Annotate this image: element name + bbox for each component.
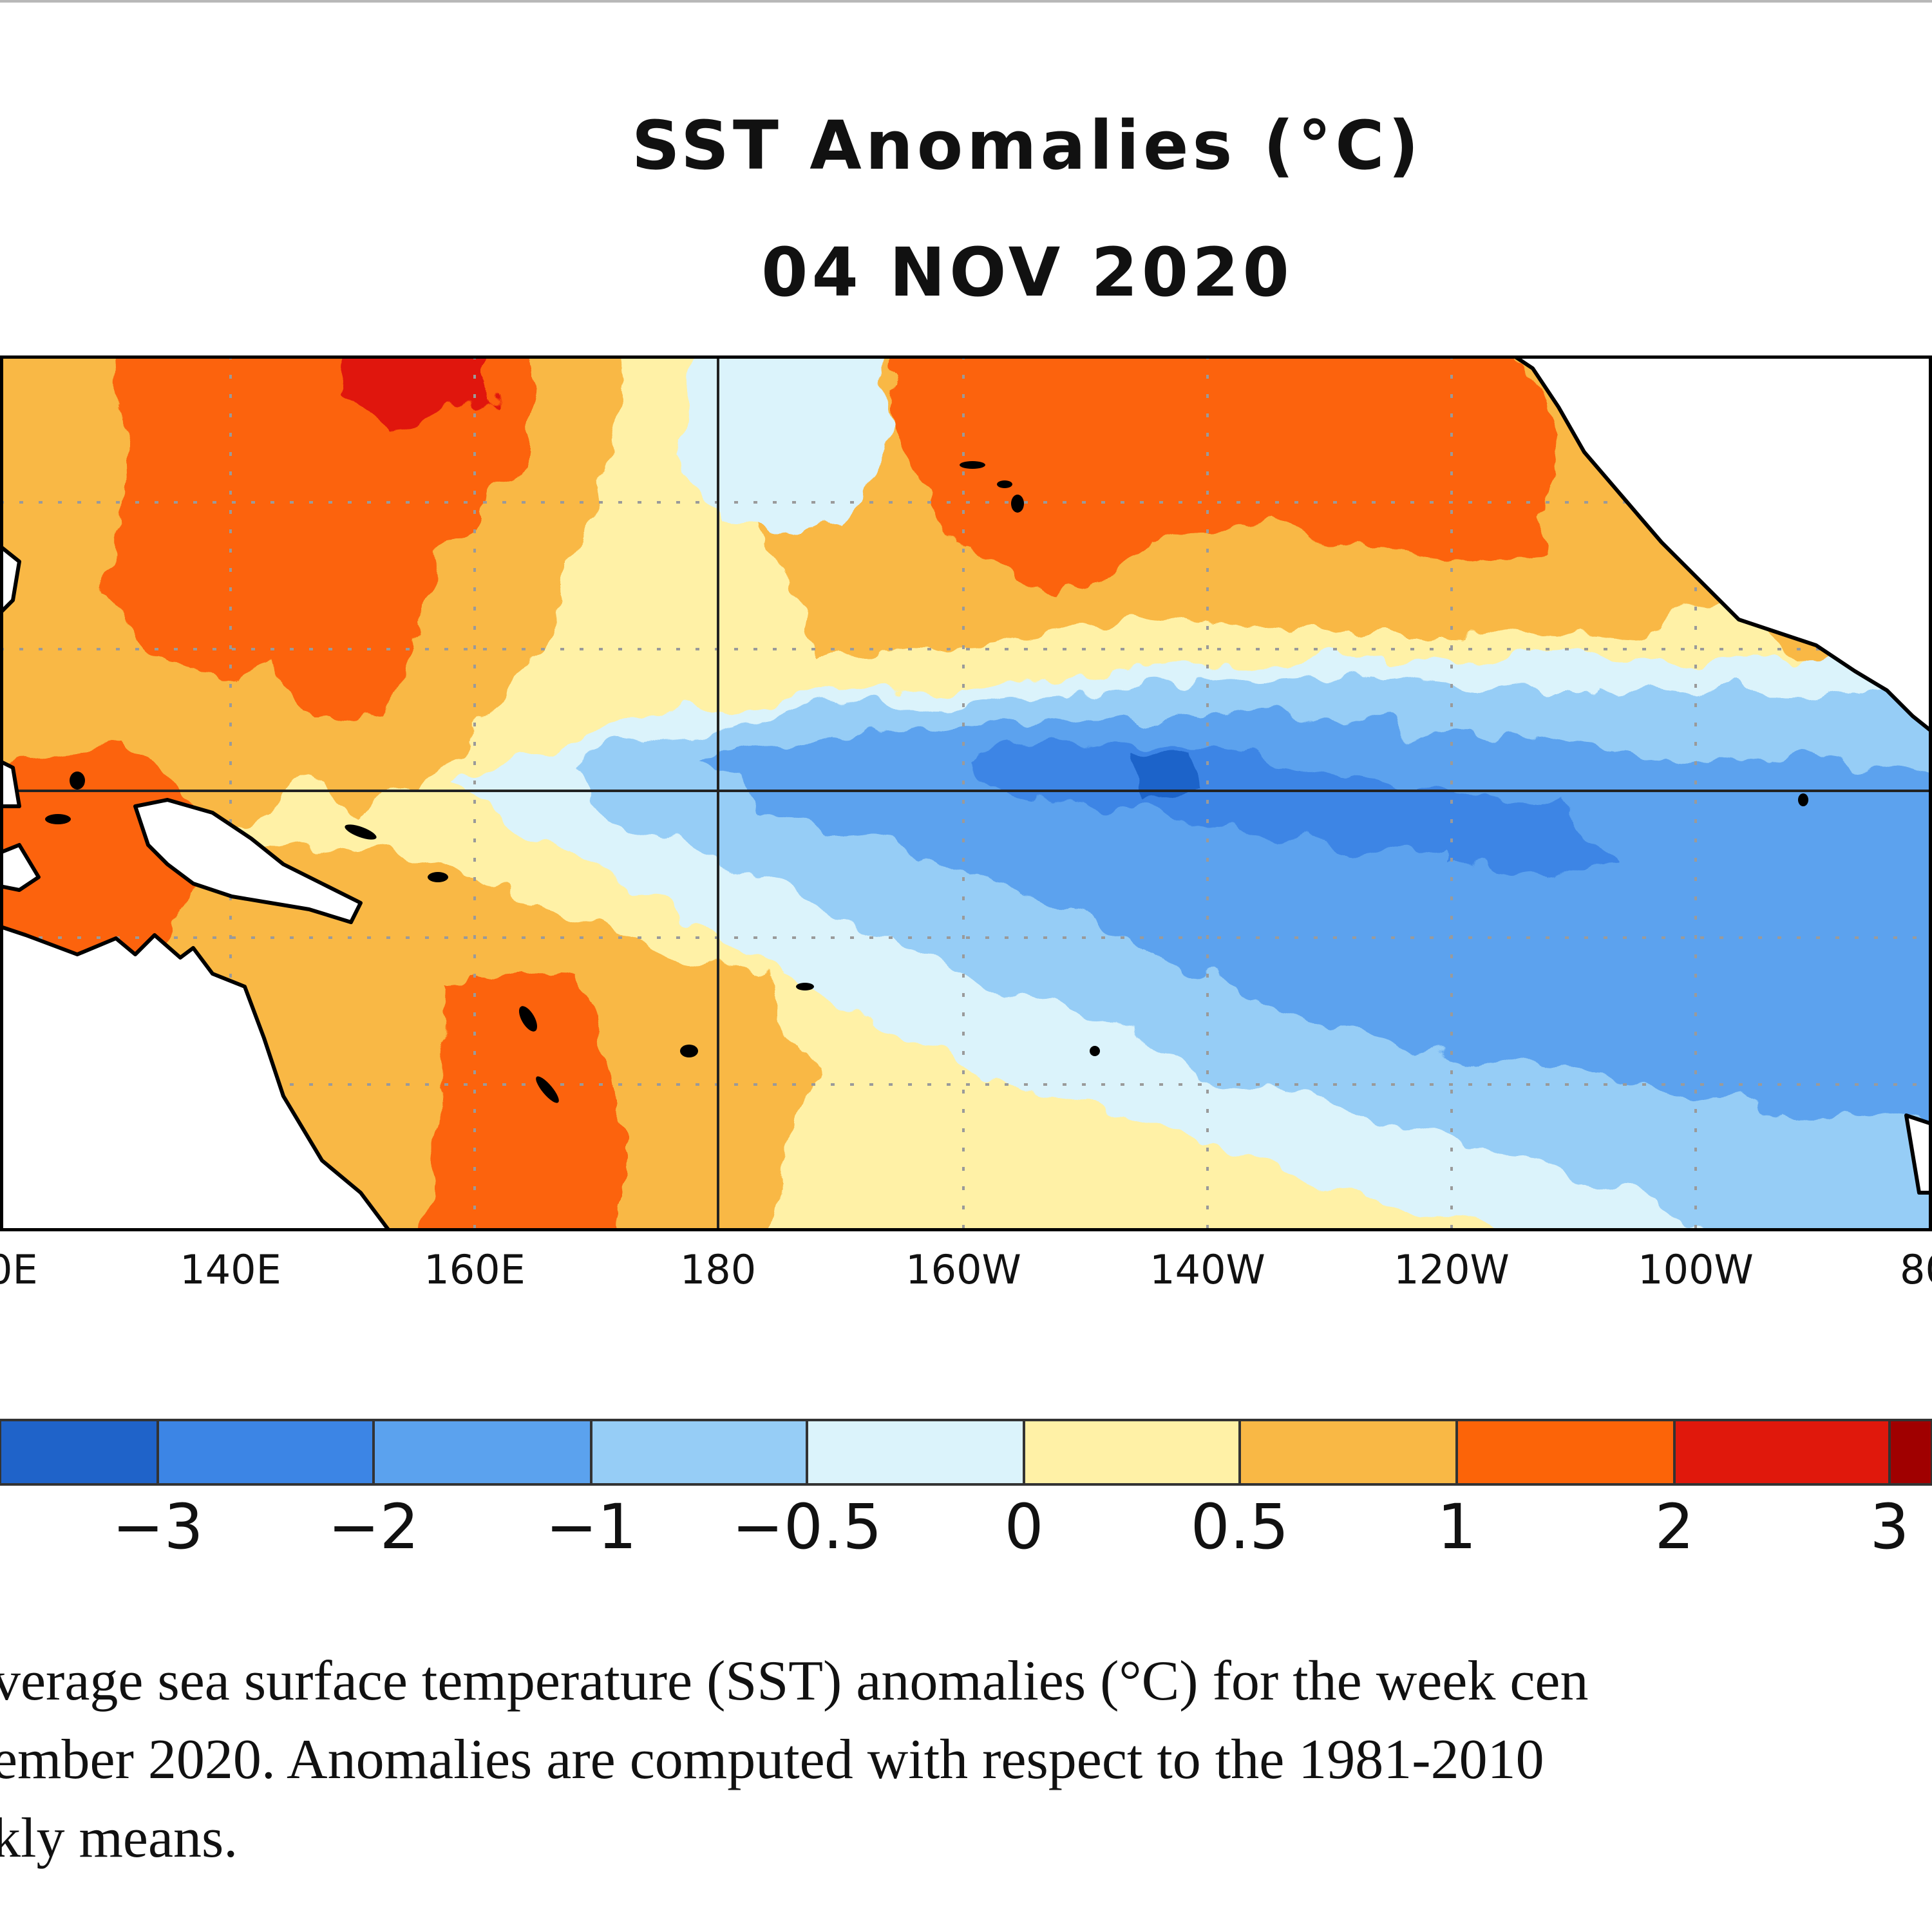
- very-hot-region: [341, 355, 489, 426]
- island: [519, 1006, 537, 1032]
- map-frame: [0, 355, 1932, 1231]
- colorbar-swatch: [1455, 1419, 1676, 1486]
- sst-anomaly-map: [0, 355, 1932, 1231]
- longitude-label: 180: [679, 1246, 757, 1293]
- longitude-label: 120W: [1394, 1246, 1510, 1293]
- caption-line-3: kly means.: [0, 1807, 238, 1870]
- island: [1798, 793, 1808, 806]
- hot-region-west: [103, 355, 528, 716]
- island: [536, 1076, 559, 1103]
- land-australia: [0, 924, 392, 1231]
- colorbar-label: 3: [1870, 1491, 1909, 1563]
- island: [680, 1045, 698, 1057]
- colorbar-swatch: [1673, 1419, 1891, 1486]
- colorbar-label: 0.5: [1190, 1491, 1289, 1563]
- hot-region-northeast: [902, 355, 1558, 600]
- island: [428, 872, 448, 882]
- colorbar-swatch: [0, 1419, 159, 1486]
- island: [45, 814, 71, 824]
- graticule: [0, 355, 1932, 1231]
- colorbar-label: −2: [328, 1491, 419, 1563]
- colorbar-swatch: [1023, 1419, 1241, 1486]
- island: [1011, 495, 1024, 513]
- longitude-label: 160W: [905, 1246, 1021, 1293]
- island: [70, 772, 85, 790]
- caption-line-2: ember 2020. Anomalies are computed with …: [0, 1728, 1544, 1791]
- colorbar-label: −0.5: [732, 1491, 882, 1563]
- longitude-label: 100W: [1638, 1246, 1754, 1293]
- colorbar-swatch: [1888, 1419, 1932, 1486]
- sst-anomaly-map-svg: [0, 355, 1932, 1231]
- cold-region-strong-east: [1417, 793, 1610, 884]
- land-new-guinea: [133, 798, 363, 924]
- colorbar-swatch: [372, 1419, 592, 1486]
- hot-region-coral-sea: [419, 974, 618, 1231]
- colorbar-label: 0: [1004, 1491, 1044, 1563]
- land-borneo: [0, 759, 21, 808]
- colorbar-label: −3: [112, 1491, 204, 1563]
- colorbar: [0, 1419, 1932, 1486]
- colorbar-label: 1: [1437, 1491, 1477, 1563]
- caption-line-1: verage sea surface temperature (SST) ano…: [0, 1650, 1589, 1712]
- island: [960, 461, 985, 469]
- colorbar-label: −1: [545, 1491, 637, 1563]
- colorbar-swatch: [806, 1419, 1025, 1486]
- map-date: 04 NOV 2020: [761, 233, 1293, 312]
- land: [0, 355, 1932, 1231]
- cold-region-extreme: [1133, 752, 1198, 806]
- map-title: SST Anomalies (°C): [631, 106, 1423, 185]
- island: [796, 983, 814, 990]
- island: [345, 824, 377, 840]
- top-border-line: [0, 0, 1932, 3]
- colorbar-swatch: [590, 1419, 808, 1486]
- longitude-label: 160E: [424, 1246, 526, 1293]
- colorbar-swatch: [156, 1419, 375, 1486]
- colorbar-swatch: [1238, 1419, 1458, 1486]
- longitude-label: 140E: [180, 1246, 281, 1293]
- colorbar-label: 2: [1654, 1491, 1694, 1563]
- longitude-label: 0E: [0, 1246, 38, 1293]
- island: [1090, 1046, 1100, 1056]
- land-sulawesi: [0, 843, 41, 892]
- land-south-america: [1904, 1113, 1932, 1195]
- longitude-label: 80: [1900, 1246, 1932, 1293]
- longitude-label: 140W: [1150, 1246, 1265, 1293]
- cold-region-mid: [708, 716, 1932, 1126]
- cool-region-north: [670, 355, 902, 523]
- land-philippines: [0, 544, 21, 616]
- islands: [45, 461, 1808, 1103]
- island: [997, 480, 1012, 488]
